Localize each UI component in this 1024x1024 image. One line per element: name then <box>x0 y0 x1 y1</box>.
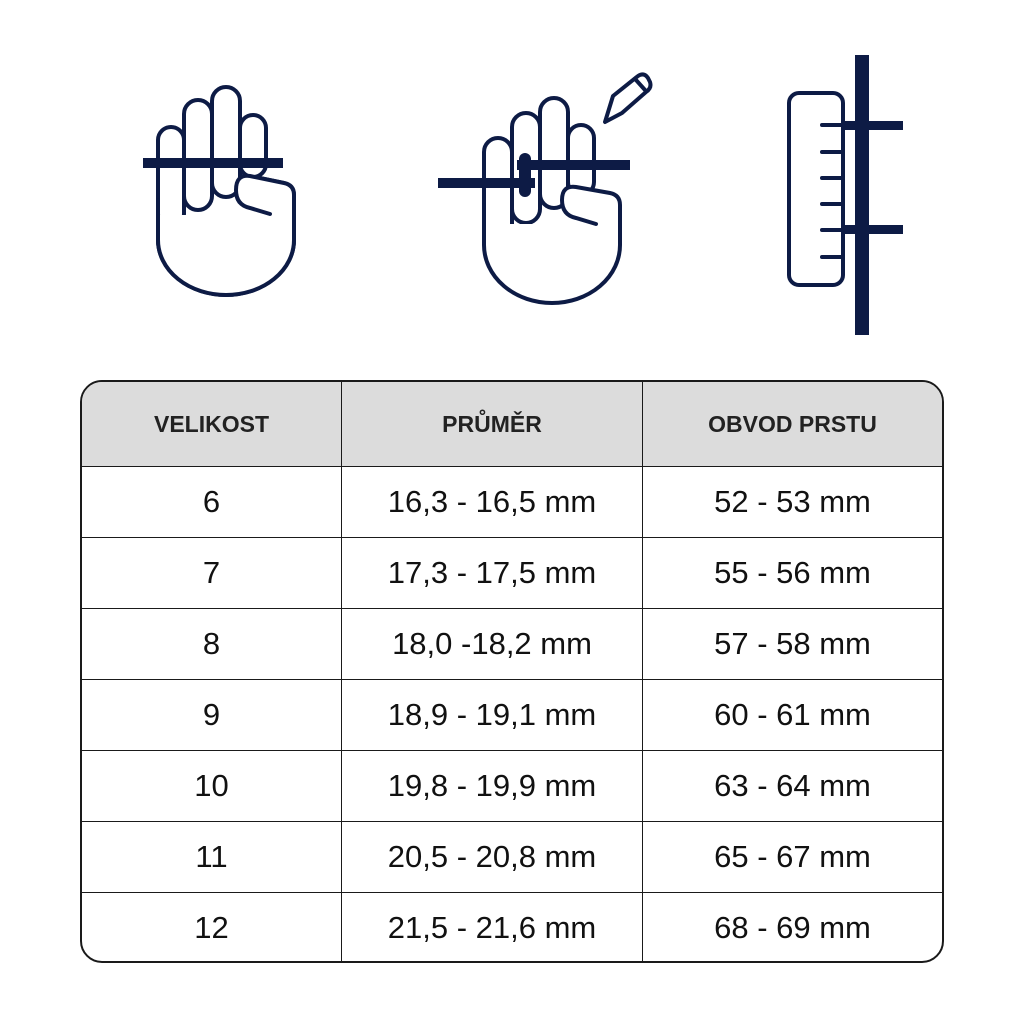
table-row: 6 16,3 - 16,5 mm 52 - 53 mm <box>82 466 942 537</box>
diameter-cell: 16,3 - 16,5 mm <box>341 467 642 537</box>
diameter-cell: 18,9 - 19,1 mm <box>341 680 642 750</box>
header-circumference: OBVOD PRSTU <box>642 382 942 466</box>
size-cell: 6 <box>202 484 221 519</box>
diameter-cell: 19,8 - 19,9 mm <box>341 751 642 821</box>
diameter-cell: 21,5 - 21,6 mm <box>341 893 642 961</box>
circumference-cell: 63 - 64 mm <box>642 751 942 821</box>
diameter-cell: 20,5 - 20,8 mm <box>341 822 642 892</box>
circumference-cell: 65 - 67 mm <box>642 822 942 892</box>
size-cell: 8 <box>202 626 221 661</box>
ruler-measure-icon <box>787 55 903 335</box>
table-row: 7 17,3 - 17,5 mm 55 - 56 mm <box>82 537 942 608</box>
instruction-icons <box>143 55 903 335</box>
header-size: VELIKOST <box>153 410 269 437</box>
table-row: 12 21,5 - 21,6 mm 68 - 69 mm <box>82 892 942 961</box>
size-cell: 7 <box>202 555 221 590</box>
circumference-cell: 57 - 58 mm <box>642 609 942 679</box>
size-cell: 10 <box>194 768 229 803</box>
size-cell: 9 <box>202 697 221 732</box>
circumference-cell: 68 - 69 mm <box>642 893 942 961</box>
size-cell: 11 <box>195 839 228 874</box>
hand-marking-string-icon <box>438 72 653 305</box>
table-row: 11 20,5 - 20,8 mm 65 - 67 mm <box>82 821 942 892</box>
diameter-cell: 18,0 -18,2 mm <box>341 609 642 679</box>
ring-size-table: VELIKOST PRŮMĚR OBVOD PRSTU 6 16,3 - 16,5… <box>80 380 944 963</box>
table-row: 10 19,8 - 19,9 mm 63 - 64 mm <box>82 750 942 821</box>
circumference-cell: 52 - 53 mm <box>642 467 942 537</box>
hand-with-string-icon <box>143 85 296 297</box>
table-row: 9 18,9 - 19,1 mm 60 - 61 mm <box>82 679 942 750</box>
circumference-cell: 60 - 61 mm <box>642 680 942 750</box>
circumference-cell: 55 - 56 mm <box>642 538 942 608</box>
table-header-row: VELIKOST PRŮMĚR OBVOD PRSTU <box>82 382 942 466</box>
table-row: 8 18,0 -18,2 mm 57 - 58 mm <box>82 608 942 679</box>
size-cell: 12 <box>194 910 229 945</box>
header-diameter: PRŮMĚR <box>341 382 642 466</box>
diameter-cell: 17,3 - 17,5 mm <box>341 538 642 608</box>
